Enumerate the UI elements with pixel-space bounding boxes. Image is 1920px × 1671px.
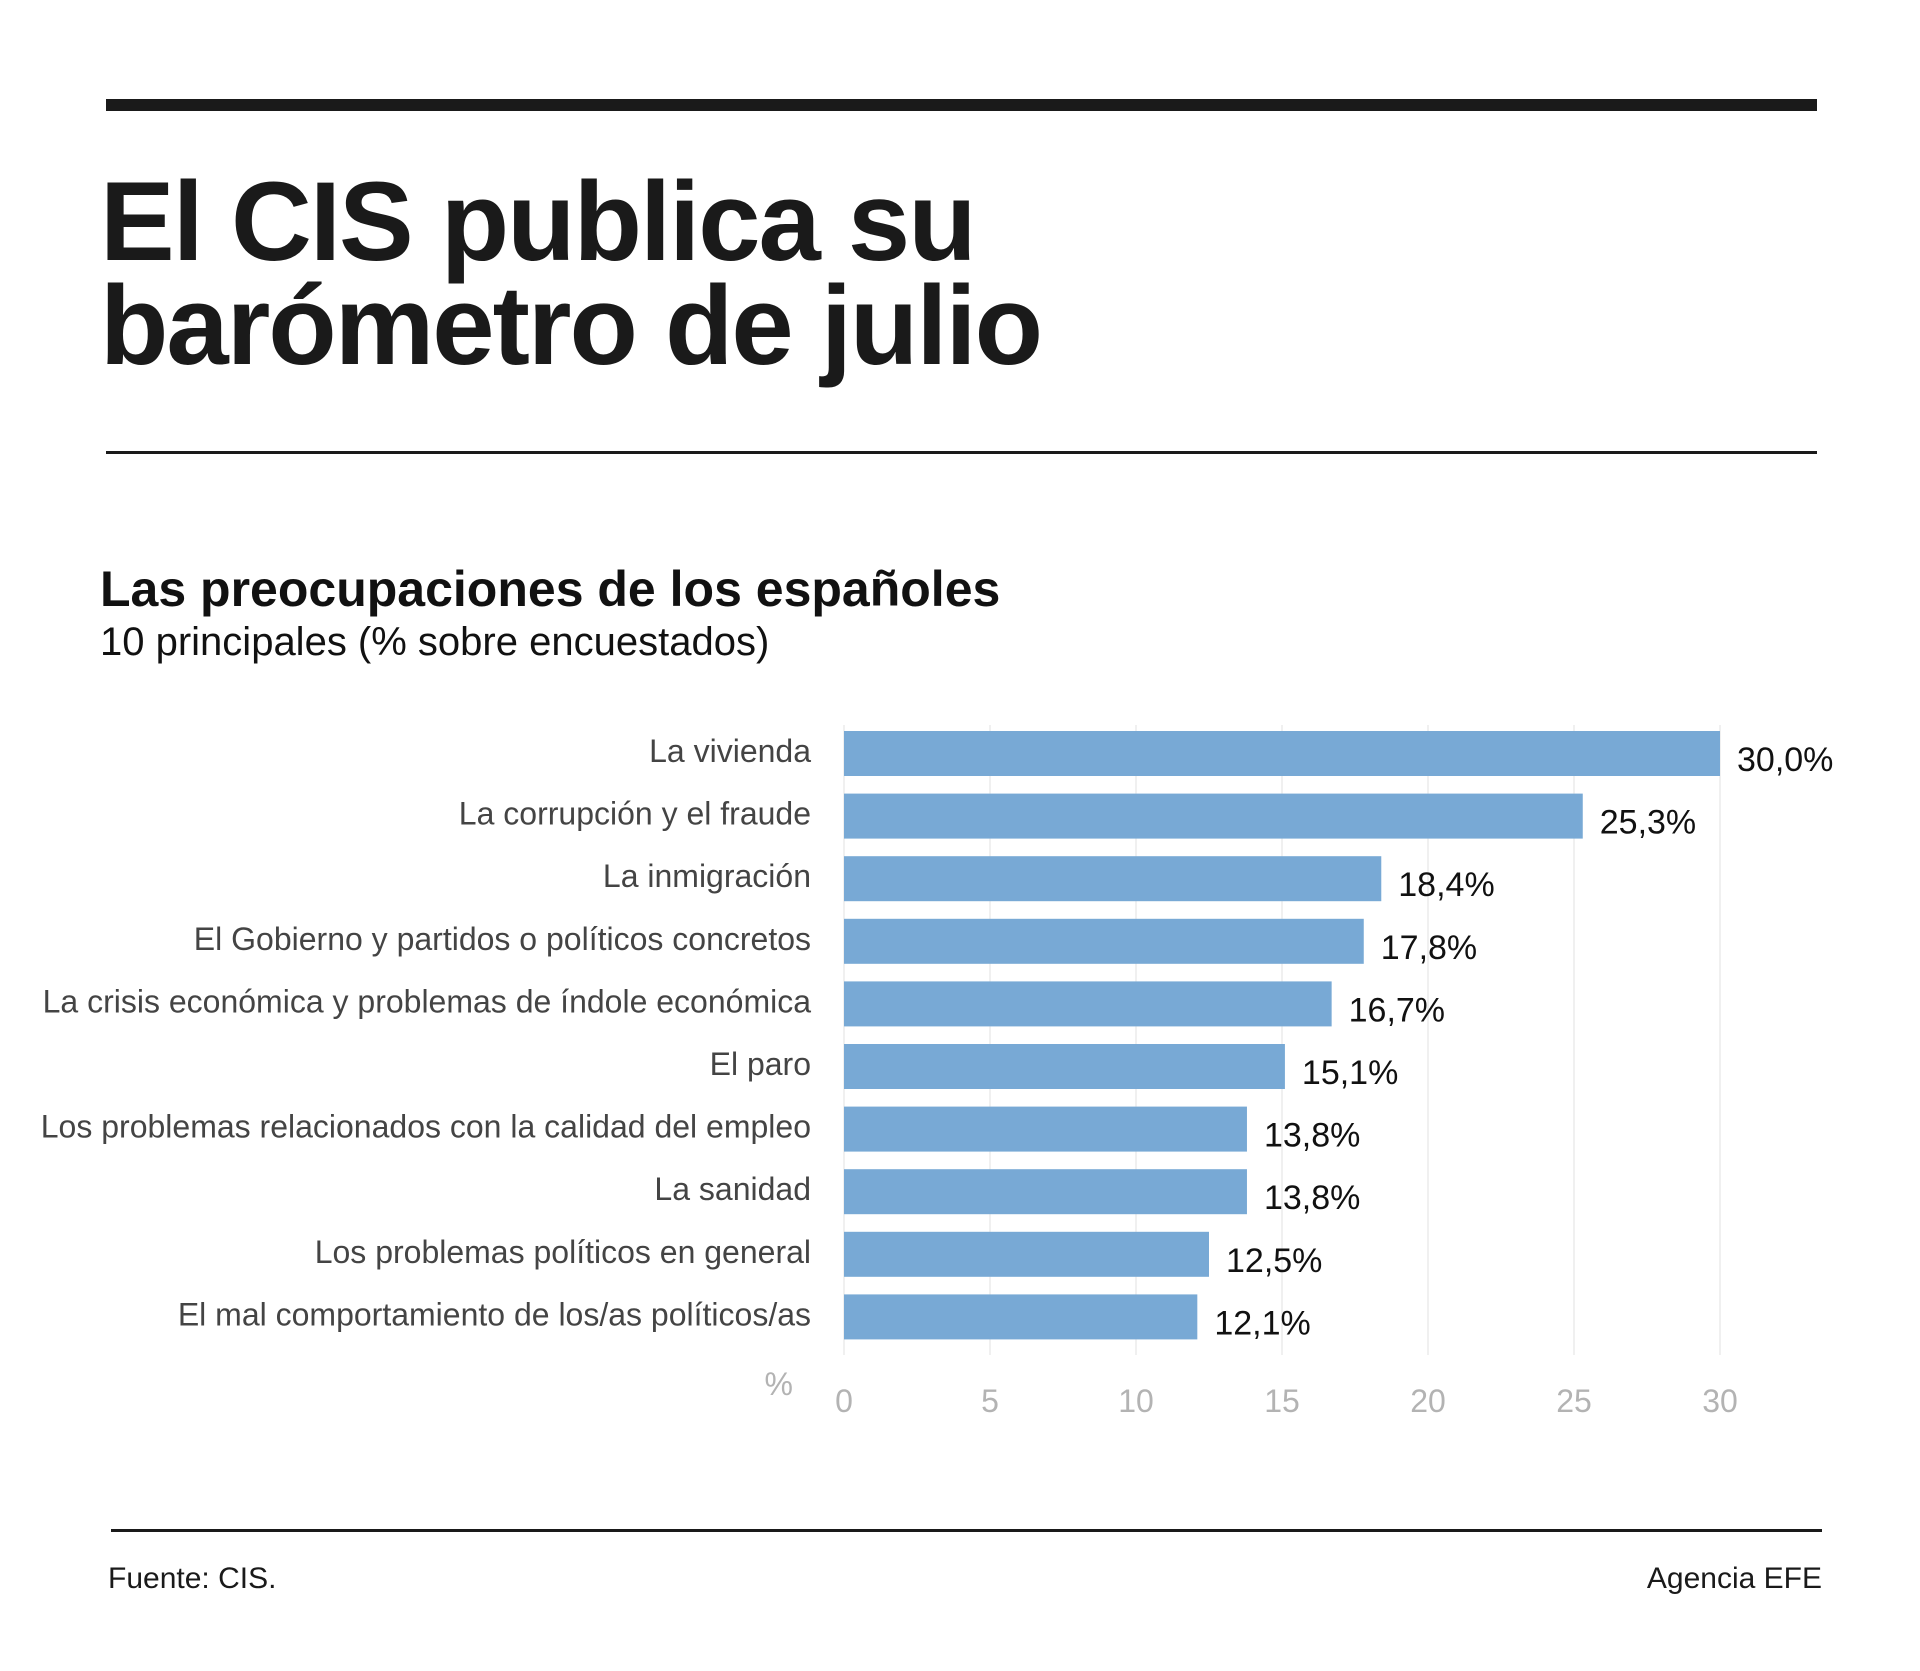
page-title: El CIS publica su barómetro de julio xyxy=(100,159,1043,388)
bar xyxy=(844,1294,1198,1340)
value-label: 13,8% xyxy=(1264,1179,1360,1217)
category-label: El Gobierno y partidos o políticos concr… xyxy=(194,921,811,957)
bar xyxy=(844,731,1720,776)
bar xyxy=(844,981,1332,1027)
x-tick-label: 20 xyxy=(1410,1383,1446,1419)
title-divider xyxy=(106,451,1817,454)
x-tick-label: 5 xyxy=(981,1383,999,1419)
title-line-1: El CIS publica su xyxy=(100,159,977,284)
x-tick-label: 25 xyxy=(1556,1383,1592,1419)
x-tick-label: 10 xyxy=(1118,1383,1154,1419)
bar xyxy=(844,1231,1209,1277)
x-tick-label: 15 xyxy=(1264,1383,1300,1419)
category-label: La crisis económica y problemas de índol… xyxy=(43,983,812,1019)
bar xyxy=(844,856,1382,902)
category-label: La vivienda xyxy=(649,733,811,769)
value-label: 25,3% xyxy=(1600,804,1696,842)
source-note: Fuente: CIS. xyxy=(108,1562,277,1595)
value-labels: 30,0% 25,3% 18,4% 17,8% 16,7% 15,1% 13,8% 13,8%… xyxy=(1214,741,1833,1342)
bar xyxy=(844,793,1583,839)
top-rule xyxy=(106,99,1817,111)
category-label: Los problemas políticos en general xyxy=(315,1234,811,1270)
category-label: El paro xyxy=(710,1046,811,1082)
category-label: La corrupción y el fraude xyxy=(459,796,811,832)
footer-divider xyxy=(111,1529,1822,1532)
value-label: 12,1% xyxy=(1214,1304,1310,1342)
x-axis-ticks: 0 5 10 15 20 25 30 xyxy=(835,1383,1738,1419)
bar xyxy=(844,1044,1285,1089)
bar xyxy=(844,1169,1247,1215)
x-tick-label: 30 xyxy=(1702,1383,1738,1419)
value-label: 18,4% xyxy=(1398,866,1494,904)
value-label: 12,5% xyxy=(1226,1242,1322,1280)
agency-credit: Agencia EFE xyxy=(1646,1562,1822,1595)
value-label: 15,1% xyxy=(1302,1054,1398,1092)
bar xyxy=(844,918,1364,964)
x-axis-unit-label: % xyxy=(765,1366,793,1402)
bar xyxy=(844,1106,1247,1152)
category-label: La inmigración xyxy=(603,858,811,894)
bar-chart: La vivienda La corrupción y el fraude La i… xyxy=(41,725,1833,1419)
title-line-2: barómetro de julio xyxy=(100,263,1043,388)
category-label: La sanidad xyxy=(654,1171,811,1207)
category-label: Los problemas relacionados con la calida… xyxy=(41,1109,811,1145)
value-label: 13,8% xyxy=(1264,1117,1360,1155)
x-tick-label: 0 xyxy=(835,1383,853,1419)
value-label: 17,8% xyxy=(1381,929,1477,967)
chart-title: Las preocupaciones de los españoles xyxy=(100,561,1001,617)
value-label: 30,0% xyxy=(1737,741,1833,779)
bars xyxy=(844,731,1720,1340)
chart-subtitle: 10 principales (% sobre encuestados) xyxy=(100,620,770,664)
category-labels: La vivienda La corrupción y el fraude La i… xyxy=(41,733,811,1332)
value-label: 16,7% xyxy=(1349,991,1445,1029)
category-label: El mal comportamiento de los/as político… xyxy=(178,1296,811,1332)
